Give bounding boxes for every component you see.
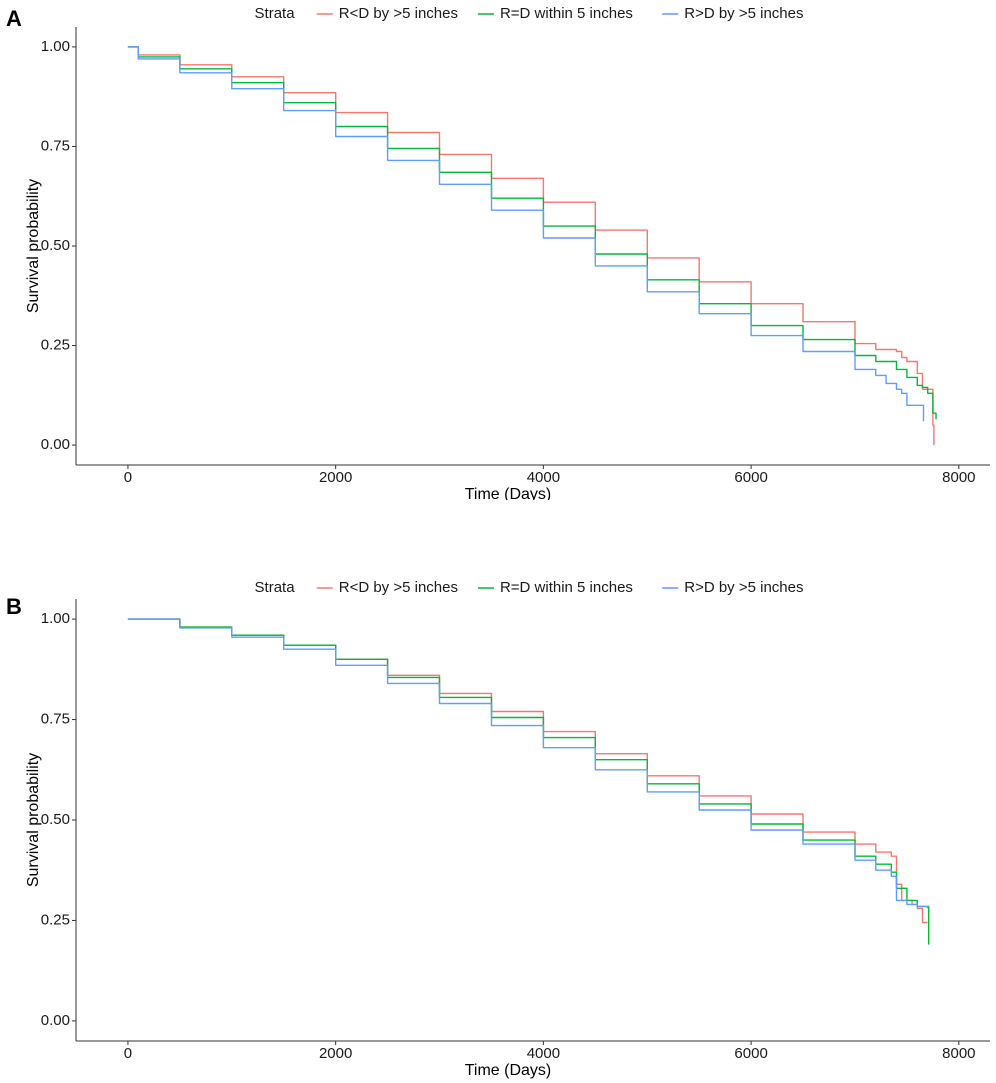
x-tick-label: 8000 [942,1045,975,1062]
y-tick-label: 0.50 [41,237,70,254]
legend-title: Strata [255,579,296,596]
x-tick-label: 4000 [527,1045,560,1062]
series-line-1 [127,46,935,446]
chart-a: A Strata R<D by >5 inches R=D within 5 inch… [6,5,990,500]
y-tick-label: 0.00 [41,1012,70,1029]
panel-label: A [6,6,22,31]
x-axis-title: Time (Days) [465,486,552,500]
series-line-2 [127,46,937,420]
y-tick-label: 0.25 [41,911,70,928]
x-tick-label: 6000 [734,1045,767,1062]
series-line-3 [127,618,929,909]
legend-label: R=D within 5 inches [500,579,633,596]
legend-label: R<D by >5 inches [339,5,458,22]
chart-b: B Strata R<D by >5 inches R=D within 5 inch… [6,579,990,1079]
y-tick-label: 1.00 [41,610,70,627]
panel-label: B [6,594,22,619]
x-tick-label: 0 [124,1045,132,1062]
series-line-2 [127,618,930,945]
x-tick-label: 8000 [942,469,975,486]
x-axis-title: Time (Days) [465,1062,552,1079]
y-tick-label: 0.75 [41,137,70,154]
y-tick-label: 1.00 [41,38,70,55]
chart-panel-a: A Strata R<D by >5 inches R=D within 5 inch… [0,0,996,500]
legend-title: Strata [255,5,296,22]
y-axis-title: Survival probability [25,753,42,887]
y-tick-label: 0.25 [41,337,70,354]
x-tick-label: 0 [124,469,132,486]
x-tick-label: 2000 [319,1045,352,1062]
x-tick-label: 2000 [319,469,352,486]
legend: Strata R<D by >5 inches R=D within 5 inche… [255,579,804,596]
legend-label: R<D by >5 inches [339,579,458,596]
y-tick-label: 0.00 [41,436,70,453]
y-tick-label: 0.75 [41,711,70,728]
legend: Strata R<D by >5 inches R=D within 5 inche… [255,5,804,22]
x-tick-label: 6000 [734,469,767,486]
x-tick-label: 4000 [527,469,560,486]
legend-label: R=D within 5 inches [500,5,633,22]
y-tick-label: 0.50 [41,811,70,828]
chart-panel-b: B Strata R<D by >5 inches R=D within 5 inch… [0,572,996,1083]
series-line-1 [127,618,928,924]
legend-label: R>D by >5 inches [684,579,803,596]
legend-label: R>D by >5 inches [684,5,803,22]
series-line-3 [127,46,925,422]
y-axis-title: Survival probability [25,179,42,313]
